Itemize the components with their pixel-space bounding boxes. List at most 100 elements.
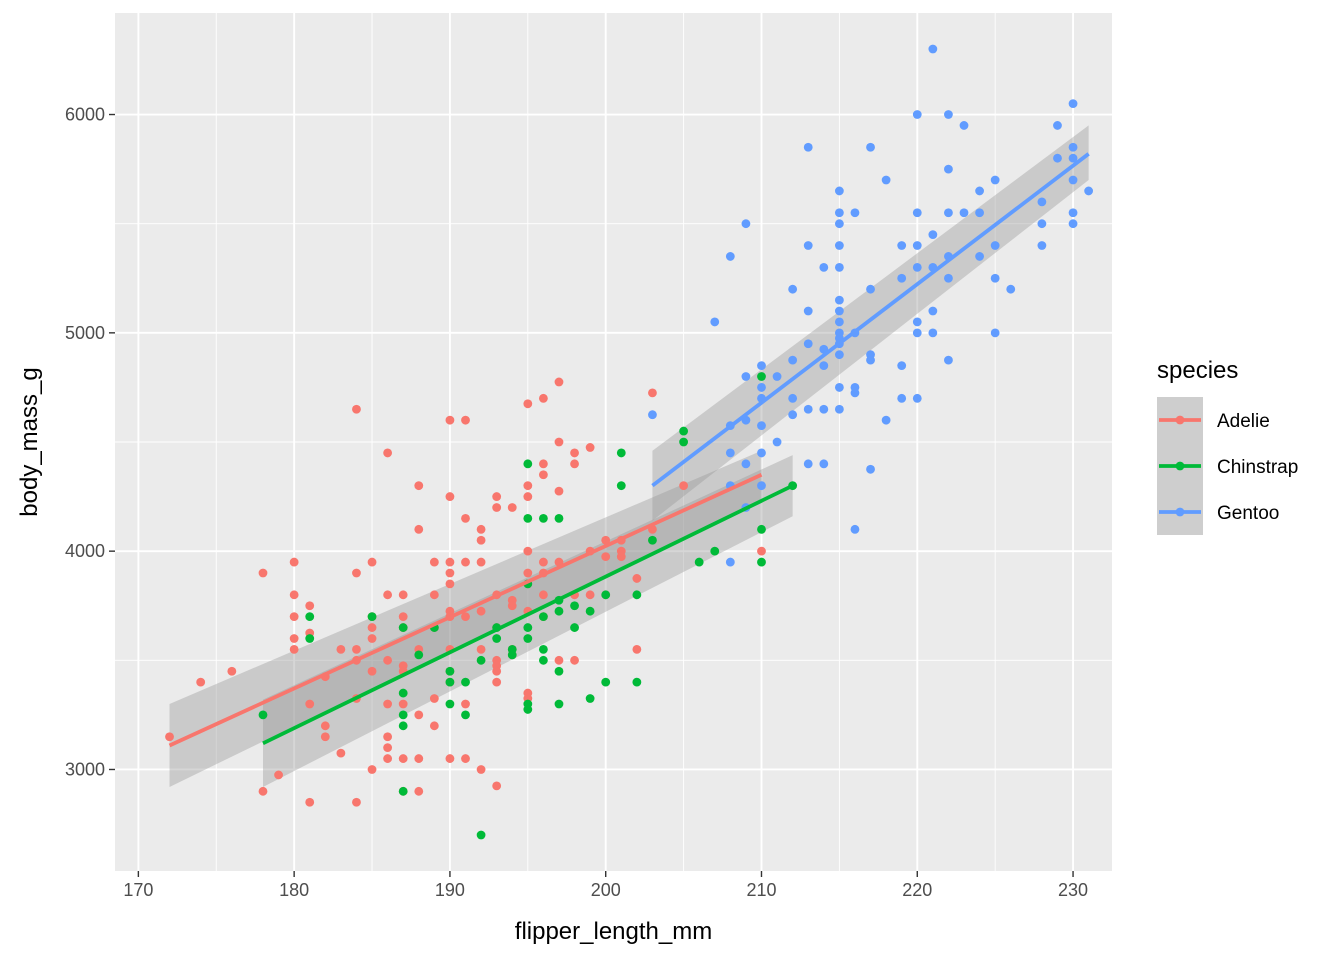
- point-adelie: [757, 546, 766, 556]
- x-tick-label: 170: [123, 880, 153, 900]
- y-axis-title: body_mass_g: [16, 367, 43, 516]
- point-gentoo: [866, 142, 875, 152]
- point-gentoo: [772, 372, 782, 381]
- point-chinstrap: [710, 546, 720, 556]
- point-adelie: [274, 770, 283, 780]
- point-adelie: [352, 797, 361, 807]
- point-gentoo: [741, 459, 751, 469]
- point-gentoo: [944, 355, 953, 365]
- point-gentoo: [866, 355, 875, 365]
- point-adelie: [352, 645, 361, 654]
- point-gentoo: [975, 208, 984, 218]
- point-gentoo: [803, 306, 813, 316]
- point-gentoo: [990, 175, 1000, 185]
- point-gentoo: [725, 252, 735, 261]
- point-chinstrap: [538, 612, 548, 622]
- point-chinstrap: [476, 830, 486, 840]
- point-adelie: [414, 786, 424, 796]
- point-adelie: [352, 568, 361, 578]
- y-tick-label: 4000: [65, 541, 105, 561]
- point-adelie: [679, 481, 689, 491]
- point-adelie: [507, 601, 517, 611]
- point-chinstrap: [632, 677, 642, 687]
- point-chinstrap: [585, 694, 595, 703]
- point-chinstrap: [757, 524, 766, 534]
- point-gentoo: [1037, 241, 1047, 250]
- point-gentoo: [788, 284, 798, 294]
- regression-line-chinstrap: [262, 483, 794, 745]
- point-chinstrap: [445, 666, 455, 676]
- point-gentoo: [757, 361, 766, 370]
- point-adelie: [320, 721, 330, 731]
- point-adelie: [336, 748, 346, 758]
- point-gentoo: [928, 44, 938, 54]
- point-adelie: [445, 557, 455, 567]
- point-chinstrap: [679, 426, 689, 436]
- point-adelie: [523, 546, 533, 556]
- point-adelie: [632, 645, 642, 654]
- point-adelie: [445, 492, 455, 501]
- point-gentoo: [1068, 142, 1078, 152]
- point-adelie: [258, 786, 268, 796]
- point-adelie: [383, 448, 393, 458]
- x-tick-label: 220: [902, 880, 932, 900]
- point-adelie: [476, 765, 486, 774]
- point-adelie: [492, 666, 502, 676]
- point-gentoo: [803, 404, 813, 414]
- point-adelie: [585, 590, 595, 600]
- point-gentoo: [959, 121, 969, 130]
- point-adelie: [367, 666, 377, 676]
- point-chinstrap: [554, 514, 564, 523]
- point-chinstrap: [554, 666, 564, 676]
- point-chinstrap: [694, 557, 704, 567]
- point-chinstrap: [554, 606, 564, 616]
- point-chinstrap: [757, 372, 766, 381]
- point-adelie: [461, 699, 470, 709]
- point-gentoo: [928, 328, 938, 338]
- point-gentoo: [834, 306, 844, 316]
- point-adelie: [367, 634, 377, 643]
- point-gentoo: [897, 361, 907, 370]
- point-adelie: [461, 754, 470, 763]
- point-chinstrap: [461, 677, 470, 687]
- point-gentoo: [1053, 121, 1062, 130]
- point-chinstrap: [570, 623, 579, 632]
- point-gentoo: [928, 306, 938, 316]
- point-gentoo: [834, 383, 844, 392]
- point-gentoo: [819, 404, 829, 414]
- point-chinstrap: [507, 645, 517, 654]
- point-gentoo: [757, 421, 766, 431]
- point-adelie: [507, 503, 517, 512]
- point-gentoo: [741, 372, 751, 381]
- point-gentoo: [1053, 153, 1062, 163]
- point-gentoo: [944, 110, 953, 119]
- ribbon-chinstrap: [262, 455, 793, 787]
- point-gentoo: [834, 317, 844, 327]
- point-gentoo: [834, 295, 844, 305]
- point-adelie: [383, 743, 393, 753]
- point-adelie: [538, 557, 548, 567]
- point-adelie: [570, 655, 579, 665]
- point-adelie: [523, 481, 533, 491]
- x-tick-label: 180: [279, 880, 309, 900]
- point-gentoo: [834, 262, 844, 272]
- x-tick-label: 190: [435, 880, 465, 900]
- point-adelie: [632, 574, 642, 583]
- point-chinstrap: [679, 437, 689, 447]
- legend-label-chinstrap: Chinstrap: [1217, 457, 1298, 478]
- point-gentoo: [897, 393, 907, 403]
- point-gentoo: [834, 219, 844, 229]
- y-tick-label: 3000: [65, 759, 105, 779]
- point-chinstrap: [476, 655, 486, 665]
- point-adelie: [601, 535, 611, 545]
- point-adelie: [367, 557, 377, 567]
- x-axis-ticks: 170 180 190 200 210 220 230: [123, 871, 1088, 900]
- x-tick-label: 200: [591, 880, 621, 900]
- point-adelie: [305, 797, 315, 807]
- point-adelie: [227, 666, 237, 676]
- point-adelie: [289, 645, 299, 654]
- point-adelie: [476, 535, 486, 545]
- point-chinstrap: [445, 699, 455, 709]
- point-gentoo: [1068, 208, 1078, 218]
